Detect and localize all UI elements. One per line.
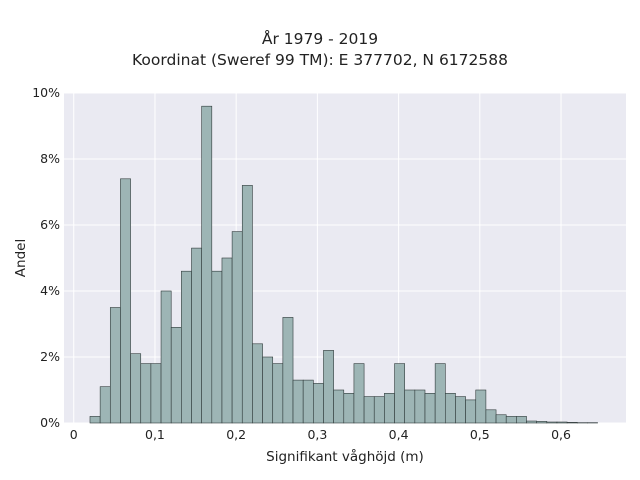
histogram-bar xyxy=(343,392,355,424)
histogram-bar xyxy=(465,399,477,424)
histogram-bar xyxy=(99,386,111,424)
histogram-bar xyxy=(495,414,507,424)
y-tick-label: 4% xyxy=(40,283,60,298)
histogram-bar xyxy=(323,350,334,424)
y-tick-label: 6% xyxy=(40,217,60,232)
y-tick-label: 0% xyxy=(40,415,60,430)
histogram-bar xyxy=(262,356,274,424)
x-tick-label: 0 xyxy=(70,427,78,442)
histogram-bar xyxy=(140,363,152,424)
histogram-bar xyxy=(516,416,527,424)
histogram-bar xyxy=(89,416,101,424)
histogram-bar xyxy=(241,185,253,424)
x-tick-label: 0,1 xyxy=(145,427,165,442)
histogram-bar xyxy=(373,396,385,424)
chart-subtitle: Koordinat (Sweref 99 TM): E 377702, N 61… xyxy=(132,51,508,69)
histogram-bar xyxy=(201,105,213,424)
histogram-bar xyxy=(444,392,456,424)
histogram-bar xyxy=(211,270,223,424)
histogram-bar xyxy=(150,363,162,424)
tick-labels: 0 0,1 0,2 0,3 0,4 0,5 0,6 0% 2% 4% 6% 8% 10% xyxy=(32,85,571,442)
y-axis-label: Andel xyxy=(13,239,29,277)
x-tick-label: 0,2 xyxy=(226,427,246,442)
histogram-bar xyxy=(414,389,426,424)
histogram-bar xyxy=(333,389,345,424)
histogram-bar xyxy=(424,392,436,424)
histogram-bar xyxy=(485,409,497,424)
histogram-bar xyxy=(191,247,202,424)
histogram-bar xyxy=(556,421,568,424)
histogram-bar xyxy=(475,389,487,424)
histogram-bar xyxy=(546,421,558,424)
x-axis-label: Signifikant våghöjd (m) xyxy=(266,448,424,465)
histogram-bar xyxy=(526,420,537,424)
chart-title: År 1979 - 2019 xyxy=(261,30,379,48)
histogram-bar xyxy=(231,231,243,424)
histogram-bar xyxy=(292,379,304,424)
histogram-bar xyxy=(363,396,375,424)
x-tick-label: 0,4 xyxy=(389,427,409,442)
histogram-bar xyxy=(302,379,314,424)
histogram-bar xyxy=(282,317,294,424)
histogram-bar xyxy=(160,290,172,424)
histogram-bar xyxy=(313,383,324,424)
histogram-bar xyxy=(434,363,446,424)
x-tick-label: 0,3 xyxy=(307,427,327,442)
histogram-bar xyxy=(221,257,233,424)
histogram-bar xyxy=(455,396,466,424)
histogram-bar xyxy=(252,343,263,424)
histogram-bar xyxy=(130,353,142,424)
histogram-bar xyxy=(566,422,578,424)
histogram-bar xyxy=(170,326,182,424)
histogram-bar xyxy=(272,363,284,424)
bars xyxy=(89,105,598,424)
histogram-bar xyxy=(120,178,131,424)
x-tick-label: 0,6 xyxy=(551,427,571,442)
histogram-bar xyxy=(353,363,365,424)
histogram-bar xyxy=(394,363,405,424)
histogram-bar xyxy=(181,270,192,424)
x-tick-label: 0,5 xyxy=(470,427,490,442)
histogram-bar xyxy=(536,421,548,424)
y-tick-label: 2% xyxy=(40,349,60,364)
histogram-bar xyxy=(505,416,517,424)
histogram-bar xyxy=(404,389,416,424)
histogram-bar xyxy=(109,307,121,424)
y-tick-label: 10% xyxy=(32,85,60,100)
y-tick-label: 8% xyxy=(40,151,60,166)
histogram-bar xyxy=(384,392,395,424)
